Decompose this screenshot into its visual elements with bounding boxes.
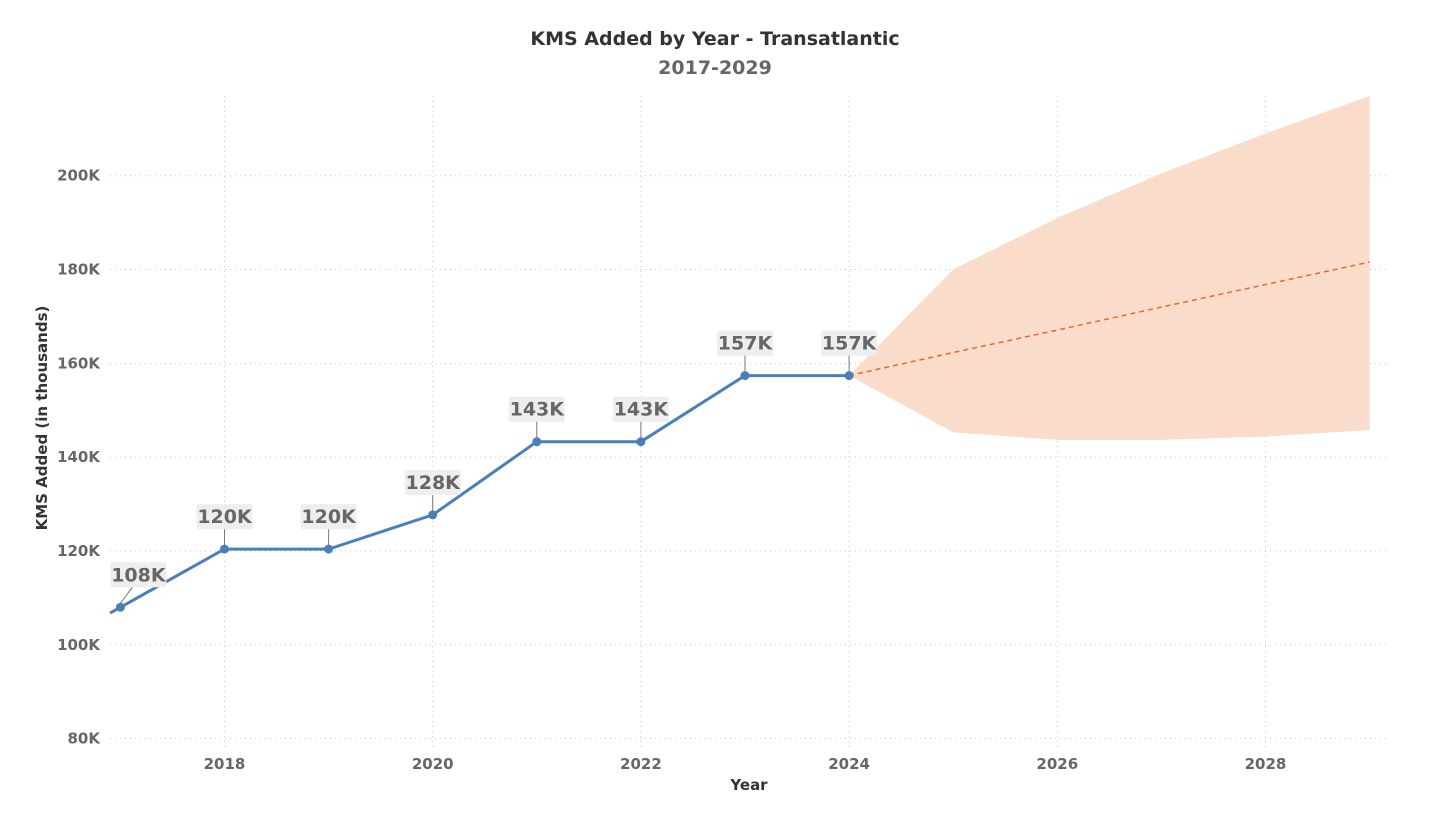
y-tick-label: 160K: [57, 354, 101, 372]
data-label: 128K: [406, 472, 462, 494]
data-point: [532, 437, 542, 447]
forecast-line: [848, 261, 1370, 377]
data-label: 143K: [614, 399, 670, 421]
data-point: [220, 544, 230, 554]
data-label-box: [196, 504, 253, 530]
data-label-box: [508, 396, 565, 422]
data-label: 143K: [510, 399, 566, 421]
y-tick-label: 120K: [57, 542, 101, 560]
y-axis-title: KMS Added (in thousands): [33, 306, 51, 531]
data-label-box: [717, 330, 773, 356]
data-label: 120K: [301, 506, 357, 528]
y-tick-label: 80K: [68, 730, 102, 748]
data-label-box: [300, 504, 357, 530]
data-label-box: [821, 330, 878, 356]
data-label-box: [110, 562, 167, 588]
y-tick-label: 100K: [57, 636, 101, 654]
series-layer: [109, 371, 854, 615]
data-label: 157K: [822, 333, 878, 355]
data-label: 120K: [197, 506, 253, 528]
data-point: [636, 437, 646, 447]
y-tick-label: 140K: [57, 448, 101, 466]
data-point: [740, 371, 750, 381]
x-tick-label: 2024: [828, 755, 870, 773]
forecast-layer: [848, 96, 1370, 440]
data-point: [428, 510, 438, 520]
label-leader-line: [120, 586, 133, 604]
x-tick-label: 2018: [204, 755, 246, 773]
x-tick-label: 2026: [1036, 755, 1078, 773]
x-tick-label: 2020: [412, 755, 454, 773]
data-label: 157K: [718, 333, 774, 355]
x-axis-title: Year: [729, 776, 768, 794]
forecast-confidence-band: [849, 96, 1370, 440]
data-point: [324, 544, 334, 554]
data-point: [115, 602, 125, 612]
axis-ticks: 80K 100K 120K 140K 160K 180K 200K 2018 2020 2022 2…: [57, 167, 1286, 773]
x-tick-label: 2028: [1245, 755, 1287, 773]
x-tick-label: 2022: [620, 755, 662, 773]
data-label: 108K: [111, 564, 167, 586]
data-point: [844, 371, 854, 381]
data-labels: 108K 120K 120K 128K 143K 143K 157K 157K: [110, 330, 878, 604]
chart-subtitle: 2017-2029: [658, 57, 772, 79]
y-tick-label: 180K: [57, 261, 101, 279]
data-label-box: [612, 396, 669, 422]
data-label-box: [404, 469, 461, 495]
series-line: [109, 374, 850, 615]
chart-title: KMS Added by Year - Transatlantic: [530, 28, 899, 50]
y-tick-label: 200K: [57, 167, 101, 185]
